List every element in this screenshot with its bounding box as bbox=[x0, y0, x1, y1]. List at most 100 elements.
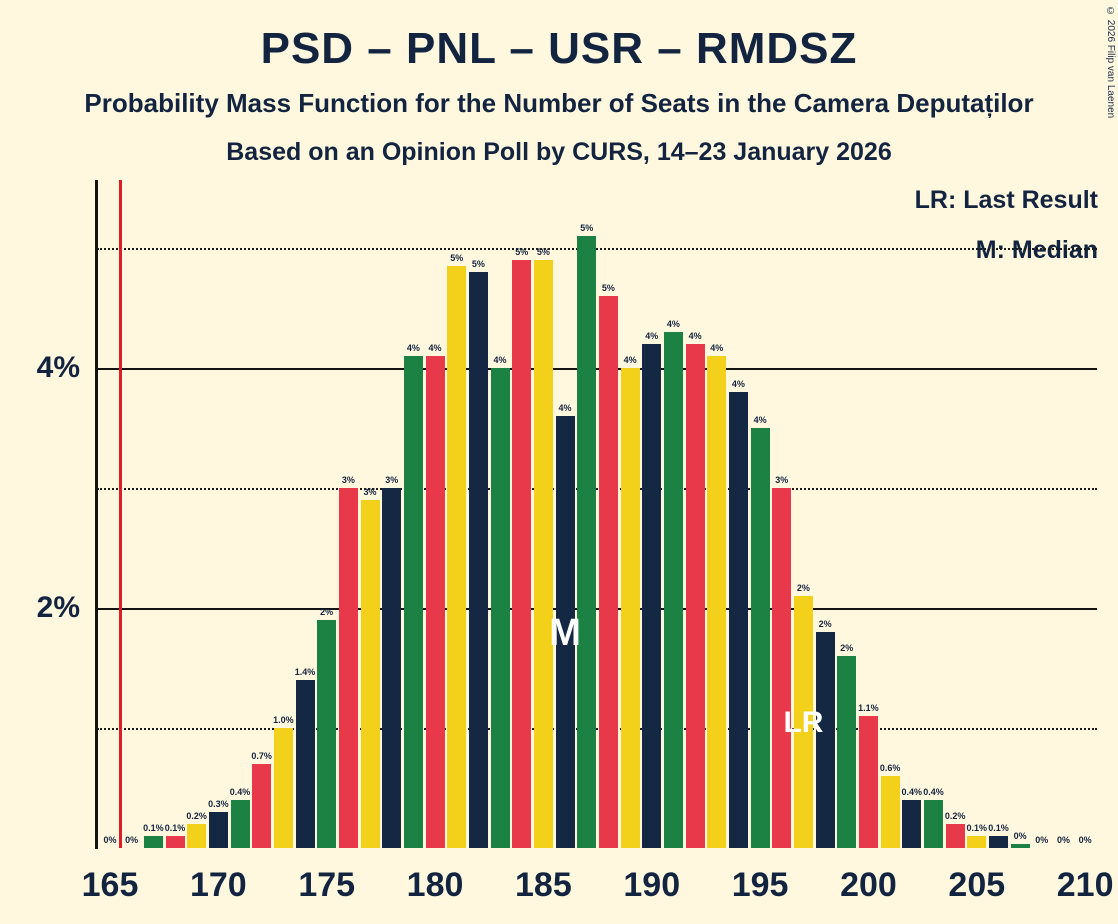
bar-value-label-seat-192: 4% bbox=[688, 331, 702, 341]
bar-value-label-seat-166: 0% bbox=[125, 835, 139, 845]
bar-value-label-seat-187: 5% bbox=[580, 223, 594, 233]
median-marker: M bbox=[549, 612, 581, 654]
x-axis-label-165: 165 bbox=[81, 866, 139, 904]
bar-seat-202 bbox=[902, 800, 922, 848]
bar-seat-201 bbox=[880, 776, 900, 848]
bar-value-label-seat-200: 1.1% bbox=[858, 703, 879, 713]
bar-value-label-seat-193: 4% bbox=[710, 343, 724, 353]
last-result-marker: LR bbox=[783, 706, 824, 739]
gridline-dotted-3pct bbox=[97, 488, 1097, 490]
x-axis-label-205: 205 bbox=[948, 866, 1006, 904]
bar-value-label-seat-209: 0% bbox=[1056, 835, 1070, 845]
bar-value-label-seat-172: 0.7% bbox=[251, 751, 272, 761]
bar-value-label-seat-175: 2% bbox=[320, 607, 334, 617]
gridline-solid-4pct bbox=[97, 368, 1097, 370]
bar-seat-174 bbox=[295, 680, 315, 848]
y-axis-label-4pct: 4% bbox=[36, 351, 80, 384]
chart-subtitle: Probability Mass Function for the Number… bbox=[84, 88, 1034, 118]
bar-value-label-seat-186: 4% bbox=[558, 403, 572, 413]
bar-seat-178 bbox=[382, 488, 402, 848]
bar-seat-184 bbox=[512, 260, 532, 848]
bar-value-label-seat-174: 1.4% bbox=[294, 667, 316, 677]
bar-seat-180 bbox=[425, 356, 445, 848]
bar-seat-186 bbox=[555, 416, 575, 848]
bar-value-label-seat-177: 3% bbox=[363, 487, 377, 497]
y-axis-line bbox=[95, 180, 98, 849]
bar-value-label-seat-191: 4% bbox=[666, 319, 680, 329]
bar-value-label-seat-178: 3% bbox=[385, 475, 399, 485]
gridline-solid-2pct bbox=[97, 608, 1097, 610]
y-axis-label-2pct: 2% bbox=[36, 591, 80, 624]
legend-median: M: Median bbox=[975, 236, 1098, 264]
chart-title: PSD – PNL – USR – RMDSZ bbox=[260, 24, 858, 73]
bar-value-label-seat-168: 0.1% bbox=[164, 823, 186, 833]
bar-seat-206 bbox=[988, 836, 1008, 848]
bar-seat-175 bbox=[317, 620, 337, 848]
x-axis-label-200: 200 bbox=[840, 866, 897, 904]
chart-source-line: Based on an Opinion Poll by CURS, 14–23 … bbox=[226, 138, 892, 166]
bar-seat-171 bbox=[230, 800, 250, 848]
bar-value-label-seat-206: 0.1% bbox=[988, 823, 1009, 833]
bar-value-label-seat-204: 0.2% bbox=[944, 811, 966, 821]
bar-value-label-seat-184: 5% bbox=[515, 247, 529, 257]
bar-value-label-seat-197: 2% bbox=[796, 583, 810, 593]
bar-value-label-seat-176: 3% bbox=[341, 475, 355, 485]
bar-seat-187 bbox=[577, 236, 597, 848]
bar-seat-199 bbox=[837, 656, 857, 848]
bar-seat-181 bbox=[447, 266, 467, 848]
x-axis-label-175: 175 bbox=[298, 866, 356, 904]
majority-threshold-line bbox=[119, 180, 123, 848]
legend-last-result: LR: Last Result bbox=[914, 186, 1098, 214]
bar-seat-203 bbox=[923, 800, 943, 848]
bar-seat-190 bbox=[642, 344, 662, 848]
bar-seat-167 bbox=[143, 836, 163, 848]
bar-seat-182 bbox=[468, 272, 488, 848]
x-axis-label-170: 170 bbox=[189, 866, 247, 904]
bar-value-label-seat-167: 0.1% bbox=[143, 823, 164, 833]
bar-value-label-seat-201: 0.6% bbox=[879, 763, 901, 773]
bar-value-label-seat-171: 0.4% bbox=[229, 787, 251, 797]
x-axis-label-195: 195 bbox=[731, 866, 789, 904]
bar-value-label-seat-182: 5% bbox=[471, 259, 485, 269]
bar-seat-194 bbox=[728, 392, 748, 848]
bar-value-label-seat-194: 4% bbox=[731, 379, 745, 389]
bar-value-label-seat-196: 3% bbox=[775, 475, 789, 485]
bar-seat-176 bbox=[338, 488, 358, 848]
copyright-text: © 2026 Filip van Laenen bbox=[1105, 6, 1116, 119]
x-axis-label-180: 180 bbox=[406, 866, 464, 904]
bar-seat-195 bbox=[750, 428, 770, 848]
bar-value-label-seat-183: 4% bbox=[493, 355, 507, 365]
x-axis-label-190: 190 bbox=[623, 866, 681, 904]
bar-value-label-seat-179: 4% bbox=[406, 343, 420, 353]
bar-value-label-seat-169: 0.2% bbox=[186, 811, 207, 821]
bar-value-label-seat-165: 0% bbox=[103, 835, 117, 845]
bar-value-label-seat-202: 0.4% bbox=[901, 787, 923, 797]
bar-value-label-seat-188: 5% bbox=[601, 283, 615, 293]
bar-value-label-seat-198: 2% bbox=[818, 619, 832, 629]
bar-value-label-seat-181: 5% bbox=[450, 253, 464, 263]
bar-seat-179 bbox=[403, 356, 423, 848]
bar-value-label-seat-190: 4% bbox=[645, 331, 659, 341]
bar-value-label-seat-210: 0% bbox=[1078, 835, 1092, 845]
gridline-dotted-5pct bbox=[97, 248, 1097, 250]
bar-seat-193 bbox=[707, 356, 727, 848]
bar-seat-185 bbox=[533, 260, 553, 848]
bar-seat-177 bbox=[360, 500, 380, 848]
bar-seat-196 bbox=[772, 488, 792, 848]
bar-seat-168 bbox=[165, 836, 185, 848]
bar-seat-204 bbox=[945, 824, 965, 848]
bar-seat-197 bbox=[793, 596, 813, 848]
bar-seat-188 bbox=[598, 296, 618, 848]
bar-seat-191 bbox=[663, 332, 683, 848]
bar-seat-205 bbox=[967, 836, 987, 848]
bar-value-label-seat-189: 4% bbox=[623, 355, 637, 365]
bar-seat-183 bbox=[490, 368, 510, 848]
bar-seat-172 bbox=[252, 764, 272, 848]
bar-seat-189 bbox=[620, 368, 640, 848]
bar-seat-169 bbox=[187, 824, 207, 848]
bar-value-label-seat-199: 2% bbox=[840, 643, 854, 653]
bar-seat-207 bbox=[1010, 844, 1030, 848]
bar-value-label-seat-195: 4% bbox=[753, 415, 767, 425]
bar-seat-198 bbox=[815, 632, 835, 848]
